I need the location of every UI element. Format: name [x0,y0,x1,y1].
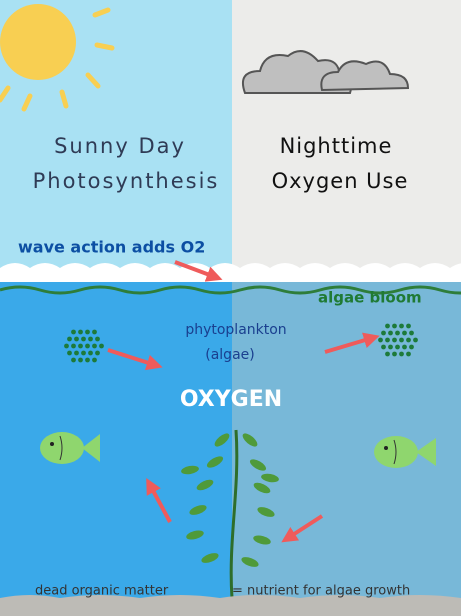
dot [88,351,93,356]
dot [409,331,414,336]
phytoplankton-label: phytoplankton [185,322,286,338]
dot [92,330,97,335]
dot [67,337,72,342]
dot [381,331,386,336]
dot [385,338,390,343]
night-title: Nighttime [280,134,393,158]
dot [74,351,79,356]
dot [406,324,411,329]
dot [92,344,97,349]
dot [392,352,397,357]
page: {"panels": {"day": {"line1": "Sunny Day"… [0,0,461,616]
dot [399,338,404,343]
dot [388,345,393,350]
dot [85,344,90,349]
dot [78,344,83,349]
oxygen-label: OXYGEN [180,387,282,412]
day-title: Sunny Day [54,134,186,158]
dot [402,331,407,336]
dot [406,338,411,343]
dot [71,330,76,335]
dot [399,324,404,329]
night-title: Oxygen Use [272,169,409,193]
dot [385,324,390,329]
dot [92,358,97,363]
dot [402,345,407,350]
dot [71,344,76,349]
dot [64,344,69,349]
dot [85,358,90,363]
dot [81,351,86,356]
dot [95,337,100,342]
sun [0,4,76,80]
dot [381,345,386,350]
dot [413,338,418,343]
dot [67,351,72,356]
dot [85,330,90,335]
dot [406,352,411,357]
dot [71,358,76,363]
dot [378,338,383,343]
day-title: Photosynthesis [33,169,220,193]
nutrient-label: = nutrient for algae growth [232,584,410,599]
dot [395,331,400,336]
dot [409,345,414,350]
dot [388,331,393,336]
dot [392,324,397,329]
dead-matter-label: dead organic matter [35,584,169,599]
algae-bloom-label: algae bloom [318,289,422,307]
algae-label: (algae) [205,347,254,363]
dot [74,337,79,342]
dot [88,337,93,342]
dot [395,345,400,350]
dot [81,337,86,342]
wave-action-label: wave action adds O2 [18,238,205,257]
dot [95,351,100,356]
dot [399,352,404,357]
dot [99,344,104,349]
dot [78,330,83,335]
dot [392,338,397,343]
dot [385,352,390,357]
dot [78,358,83,363]
diagram: Sunny Day Photosynthesis Nighttime Oxyge… [0,0,461,616]
